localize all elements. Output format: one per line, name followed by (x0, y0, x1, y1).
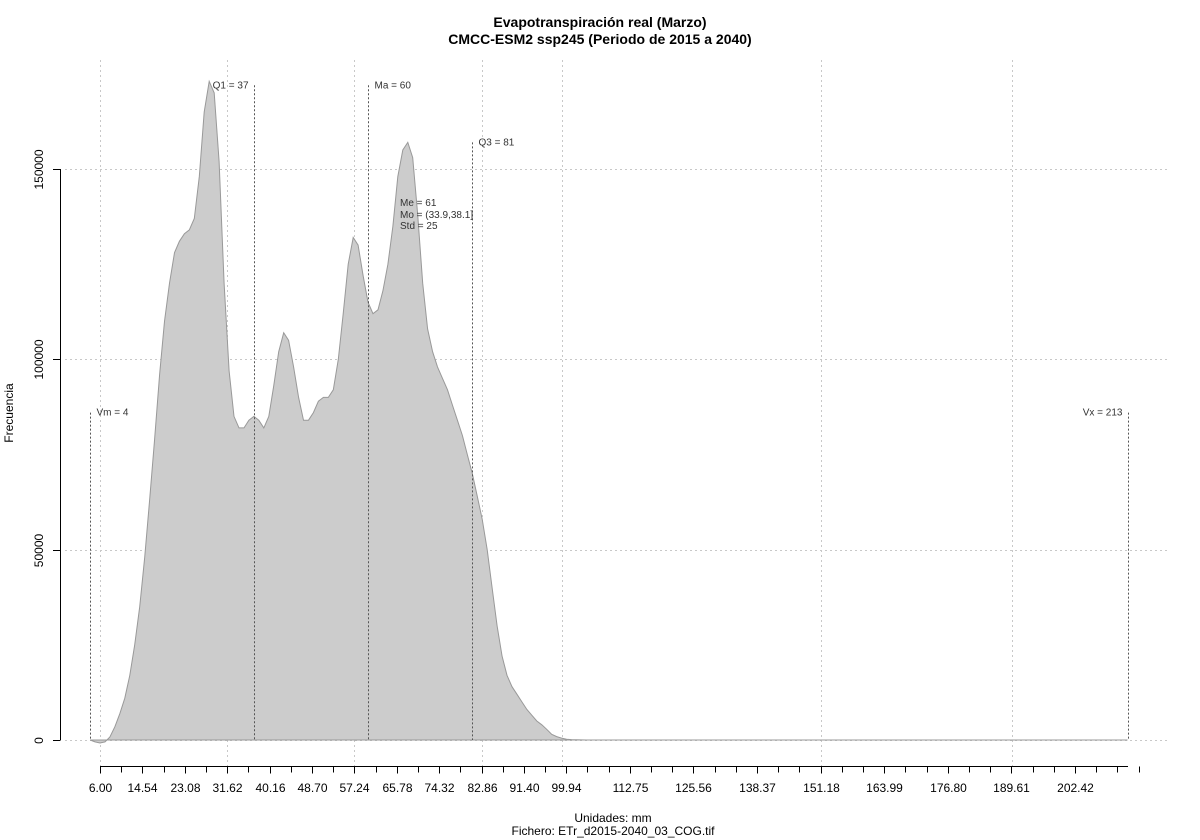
x-tick-label: 176.80 (930, 781, 967, 795)
x-tick-label: 40.16 (255, 781, 285, 795)
y-axis-label: Frecuencia (2, 383, 16, 443)
x-tick-label: 14.54 (127, 781, 157, 795)
annotation-label: Q1 = 37 (213, 80, 249, 91)
y-tick-label: 150000 (32, 149, 46, 189)
x-tick-label: 65.78 (382, 781, 412, 795)
x-tick-label: 31.62 (212, 781, 242, 795)
x-tick-label: 189.61 (993, 781, 1030, 795)
stat-median: Me = 61 (400, 198, 437, 209)
x-axis: 6.00 14.54 23.08 31.62 40.16 48.70 57.24 65.78 7… (89, 766, 1140, 795)
x-tick-label: 163.99 (866, 781, 903, 795)
chart-subtitle: CMCC-ESM2 ssp245 (Periodo de 2015 a 2040… (448, 31, 751, 47)
file-caption: Fichero: ETr_d2015-2040_03_COG.tif (512, 824, 716, 838)
x-tick-label: 48.70 (297, 781, 327, 795)
x-tick-label: 202.42 (1057, 781, 1094, 795)
stats-block: Me = 61 Mo = (33.9,38.1] Std = 25 (400, 198, 473, 232)
x-tick-label: 99.94 (551, 781, 581, 795)
x-tick-label: 125.56 (675, 781, 712, 795)
annotation-lines: Vm = 4 Q1 = 37 Ma = 60 Q3 = 81 Vx = 213 (90, 80, 1129, 740)
x-axis-label: Unidades: mm (574, 811, 651, 825)
stat-std: Std = 25 (400, 221, 438, 232)
y-tick-label: 100000 (32, 339, 46, 379)
x-tick-label: 91.40 (509, 781, 539, 795)
x-tick-label: 82.86 (467, 781, 497, 795)
density-area (89, 79, 1128, 744)
x-tick-label: 138.37 (739, 781, 776, 795)
x-tick-label: 6.00 (89, 781, 113, 795)
annotation-label: Ma = 60 (375, 80, 412, 91)
x-tick-label: 23.08 (170, 781, 200, 795)
chart-title: Evapotranspiración real (Marzo) (493, 14, 706, 30)
x-tick-label: 57.24 (339, 781, 369, 795)
y-axis: 0 50000 100000 150000 (32, 149, 61, 744)
y-tick-label: 50000 (32, 533, 46, 567)
x-tick-label: 112.75 (613, 781, 649, 795)
stat-mode: Mo = (33.9,38.1] (400, 210, 473, 221)
annotation-label: Vx = 213 (1083, 408, 1123, 419)
annotation-label: Vm = 4 (97, 408, 129, 419)
x-tick-label: 151.18 (803, 781, 840, 795)
x-tick-label: 74.32 (424, 781, 454, 795)
y-tick-label: 0 (32, 737, 46, 744)
annotation-label: Q3 = 81 (479, 137, 515, 148)
